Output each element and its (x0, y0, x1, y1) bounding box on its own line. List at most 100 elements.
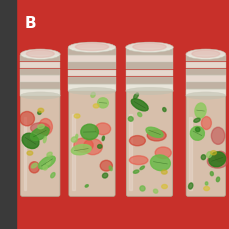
Bar (125, 56, 173, 63)
Bar (125, 49, 173, 55)
Ellipse shape (97, 98, 108, 109)
Bar (20, 90, 60, 96)
FancyBboxPatch shape (126, 85, 172, 196)
Ellipse shape (102, 136, 104, 141)
Ellipse shape (43, 137, 46, 143)
Ellipse shape (210, 128, 224, 145)
Ellipse shape (30, 123, 50, 134)
Bar (125, 63, 173, 70)
Bar (129, 115, 131, 190)
Ellipse shape (132, 44, 166, 51)
Ellipse shape (193, 119, 199, 123)
Bar (185, 69, 225, 76)
Bar (125, 78, 173, 84)
Ellipse shape (97, 145, 101, 149)
Ellipse shape (93, 104, 99, 109)
Ellipse shape (20, 50, 60, 60)
Bar (20, 55, 60, 62)
Ellipse shape (153, 189, 157, 193)
Bar (24, 118, 26, 190)
Ellipse shape (128, 117, 133, 122)
Bar (125, 85, 173, 92)
Bar (68, 78, 115, 84)
Ellipse shape (206, 152, 211, 158)
Bar (20, 69, 60, 76)
Ellipse shape (109, 166, 112, 171)
Ellipse shape (95, 123, 110, 135)
Ellipse shape (125, 88, 173, 95)
Ellipse shape (46, 161, 50, 165)
Ellipse shape (195, 128, 199, 132)
Ellipse shape (26, 51, 54, 58)
Bar (185, 83, 225, 89)
Bar (188, 118, 191, 190)
Ellipse shape (38, 109, 44, 113)
Ellipse shape (22, 134, 39, 149)
FancyBboxPatch shape (69, 85, 114, 196)
Ellipse shape (145, 128, 162, 138)
Ellipse shape (39, 119, 52, 135)
Ellipse shape (200, 155, 205, 160)
Ellipse shape (147, 131, 165, 141)
Ellipse shape (161, 185, 167, 189)
Ellipse shape (68, 88, 115, 95)
Ellipse shape (38, 112, 41, 115)
Ellipse shape (68, 43, 115, 53)
Bar (125, 71, 173, 77)
Ellipse shape (191, 51, 219, 58)
Ellipse shape (185, 50, 225, 60)
Ellipse shape (47, 153, 52, 157)
Ellipse shape (20, 93, 60, 100)
Ellipse shape (50, 173, 55, 178)
Ellipse shape (74, 114, 80, 119)
Ellipse shape (100, 161, 112, 171)
Ellipse shape (29, 162, 39, 173)
Ellipse shape (71, 145, 91, 155)
Ellipse shape (71, 137, 77, 143)
Bar (68, 63, 115, 70)
Ellipse shape (27, 151, 33, 155)
Ellipse shape (139, 166, 144, 170)
Ellipse shape (38, 125, 44, 129)
Ellipse shape (30, 127, 49, 141)
Bar (185, 62, 225, 69)
Text: B: B (24, 16, 36, 31)
Ellipse shape (131, 99, 147, 112)
Ellipse shape (133, 94, 138, 99)
Ellipse shape (161, 170, 166, 174)
Ellipse shape (102, 173, 107, 178)
Ellipse shape (210, 151, 215, 155)
Ellipse shape (188, 183, 192, 189)
Bar (20, 83, 60, 89)
Ellipse shape (31, 164, 37, 168)
Ellipse shape (203, 187, 209, 191)
Bar (0, 0, 16, 229)
Ellipse shape (75, 44, 108, 51)
Bar (20, 76, 60, 82)
FancyBboxPatch shape (21, 90, 60, 196)
Ellipse shape (208, 152, 225, 167)
Ellipse shape (43, 166, 47, 170)
Ellipse shape (201, 117, 210, 130)
Ellipse shape (74, 138, 93, 153)
Bar (68, 85, 115, 92)
Bar (185, 90, 225, 96)
Ellipse shape (215, 177, 219, 182)
Bar (185, 76, 225, 82)
Ellipse shape (194, 104, 205, 119)
Bar (68, 56, 115, 63)
Ellipse shape (129, 136, 145, 146)
Ellipse shape (38, 156, 55, 169)
Ellipse shape (75, 135, 77, 138)
Ellipse shape (83, 139, 102, 155)
Ellipse shape (20, 112, 34, 126)
Ellipse shape (137, 113, 141, 117)
Bar (20, 62, 60, 69)
Ellipse shape (90, 93, 95, 98)
Ellipse shape (133, 170, 138, 174)
Ellipse shape (155, 147, 171, 159)
Ellipse shape (129, 156, 147, 165)
Ellipse shape (150, 155, 170, 171)
Ellipse shape (214, 152, 225, 162)
Ellipse shape (125, 43, 173, 53)
